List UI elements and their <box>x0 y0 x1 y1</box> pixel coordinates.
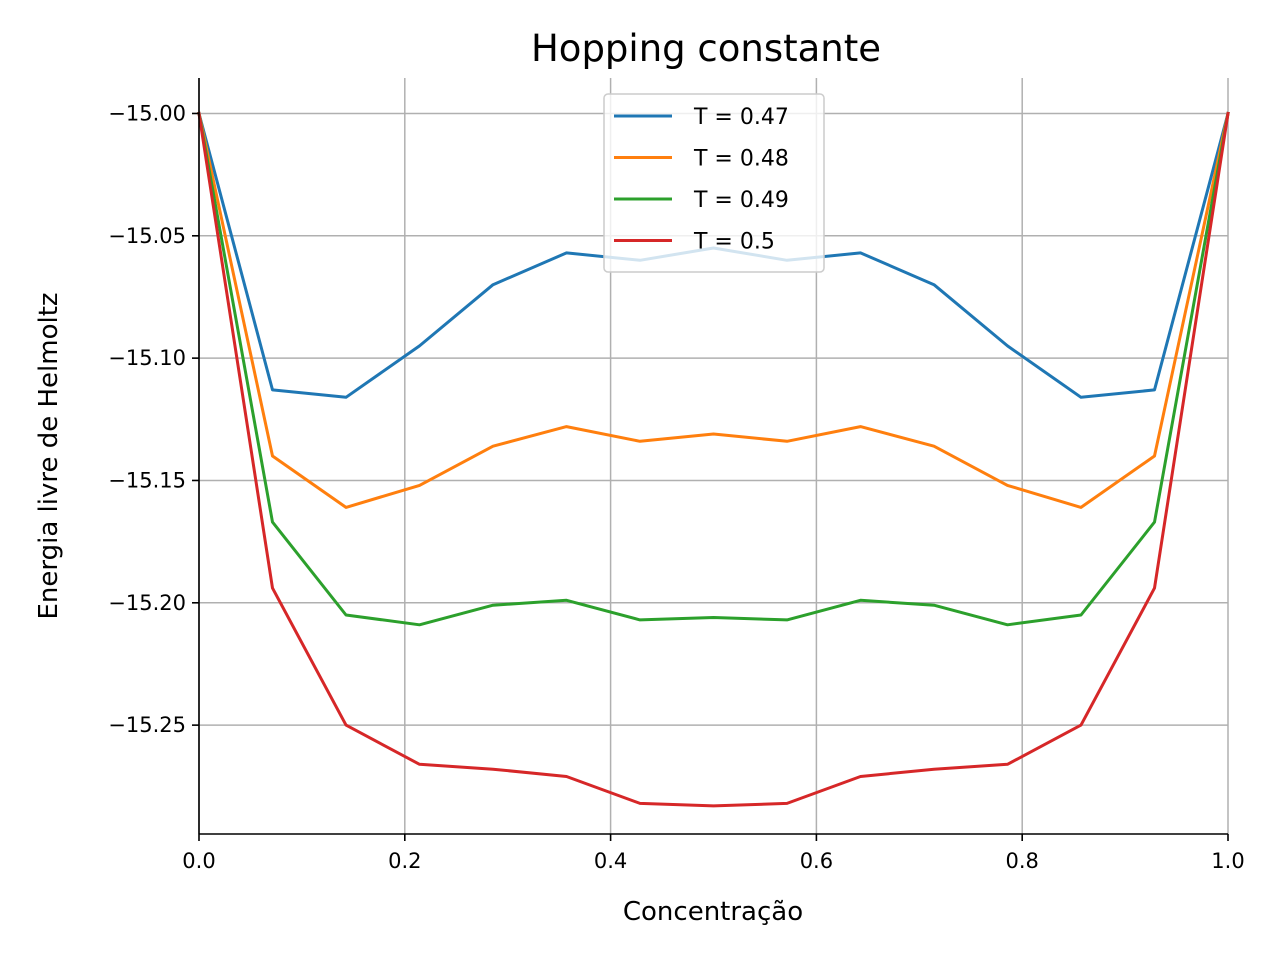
legend: T = 0.47 T = 0.48 T = 0.49 T = 0.5 <box>603 93 825 273</box>
legend-label: T = 0.5 <box>693 230 775 255</box>
y-axis-label: Energia livre de Helmoltz <box>34 292 64 619</box>
legend-box <box>603 93 825 273</box>
x-tick-label: 0.0 <box>182 849 215 873</box>
x-tick-label: 0.2 <box>388 849 421 873</box>
axes: 0.0 0.2 0.4 0.6 0.8 1.0 −15.00 −15.05 −15.10 −15.… <box>108 78 1245 873</box>
chart-title: Hopping constante <box>531 27 881 70</box>
y-tick-label: −15.25 <box>108 713 186 737</box>
y-tick-label: −15.20 <box>108 591 186 615</box>
y-tick-label: −15.05 <box>108 224 186 248</box>
x-axis-label: Concentração <box>623 897 803 927</box>
legend-label: T = 0.47 <box>693 105 789 130</box>
y-tick-label: −15.00 <box>108 101 186 125</box>
x-tick-label: 0.8 <box>1005 849 1038 873</box>
legend-label: T = 0.49 <box>693 188 789 213</box>
x-tick-label: 0.6 <box>800 849 833 873</box>
y-tick-label: −15.15 <box>108 468 186 492</box>
y-tick-label: −15.10 <box>108 346 186 370</box>
x-tick-label: 1.0 <box>1211 849 1244 873</box>
legend-label: T = 0.48 <box>693 147 789 172</box>
x-tick-label: 0.4 <box>594 849 627 873</box>
